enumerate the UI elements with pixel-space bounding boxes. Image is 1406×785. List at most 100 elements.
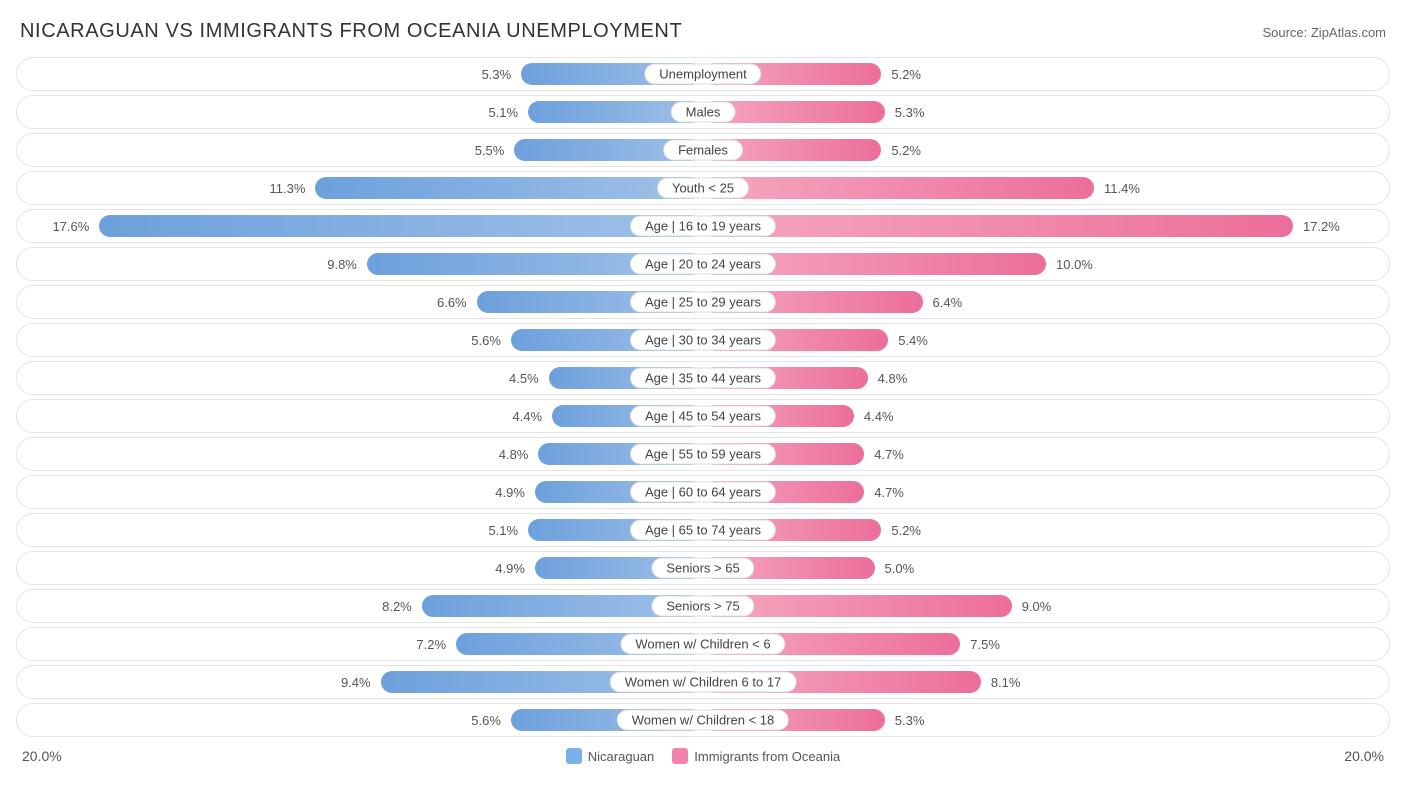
chart-row: 7.2%7.5%Women w/ Children < 6 xyxy=(16,627,1390,661)
value-right: 4.4% xyxy=(854,409,904,424)
value-left: 11.3% xyxy=(260,181,316,196)
value-left: 4.8% xyxy=(489,447,539,462)
row-right-half: 5.4% xyxy=(703,324,1389,356)
value-right: 8.1% xyxy=(981,675,1031,690)
category-label: Age | 16 to 19 years xyxy=(630,216,776,237)
value-left: 5.6% xyxy=(461,333,511,348)
row-left-half: 5.6% xyxy=(17,324,703,356)
row-left-half: 11.3% xyxy=(17,172,703,204)
chart-row: 4.9% 4.7% Age | 60 to 64 years xyxy=(16,475,1390,509)
chart-row: 5.6%5.4%Age | 30 to 34 years xyxy=(16,323,1390,357)
row-right-half: 11.4% xyxy=(703,172,1389,204)
value-right: 5.2% xyxy=(881,67,931,82)
value-right: 7.5% xyxy=(960,637,1010,652)
category-label: Age | 55 to 59 years xyxy=(630,444,776,465)
row-left-half: 5.3% xyxy=(17,58,703,90)
chart-footer: 20.0% Nicaraguan Immigrants from Oceania… xyxy=(16,743,1390,769)
value-right: 9.0% xyxy=(1012,599,1062,614)
row-left-half: 9.4% xyxy=(17,666,703,698)
row-left-half: 7.2% xyxy=(17,628,703,660)
chart-title: NICARAGUAN VS IMMIGRANTS FROM OCEANIA UN… xyxy=(20,20,682,43)
value-left: 4.9% xyxy=(485,485,535,500)
value-left: 5.3% xyxy=(472,67,522,82)
value-right: 4.7% xyxy=(864,447,914,462)
bar-left xyxy=(315,177,703,199)
chart-row: 4.8% 4.7% Age | 55 to 59 years xyxy=(16,437,1390,471)
value-right: 4.8% xyxy=(868,371,918,386)
value-right: 5.2% xyxy=(881,523,931,538)
chart-row: 9.4%8.1%Women w/ Children 6 to 17 xyxy=(16,665,1390,699)
row-left-half: 4.4% xyxy=(17,400,703,432)
category-label: Age | 35 to 44 years xyxy=(630,368,776,389)
chart-row: 5.1% 5.2% Age | 65 to 74 years xyxy=(16,513,1390,547)
row-left-half: 4.9% xyxy=(17,552,703,584)
value-left: 4.9% xyxy=(485,561,535,576)
row-left-half: 8.2% xyxy=(17,590,703,622)
value-left: 5.1% xyxy=(478,523,528,538)
row-left-half: 4.8% xyxy=(17,438,703,470)
row-right-half: 8.1% xyxy=(703,666,1389,698)
chart-row: 5.5% 5.2% Females xyxy=(16,133,1390,167)
row-right-half: 9.0% xyxy=(703,590,1389,622)
legend: Nicaraguan Immigrants from Oceania xyxy=(566,748,840,764)
value-left: 6.6% xyxy=(427,295,477,310)
bar-right xyxy=(703,177,1094,199)
chart-header: NICARAGUAN VS IMMIGRANTS FROM OCEANIA UN… xyxy=(16,20,1390,43)
category-label: Age | 60 to 64 years xyxy=(630,482,776,503)
row-right-half: 5.2% xyxy=(703,58,1389,90)
value-right: 5.4% xyxy=(888,333,938,348)
chart-row: 17.6% 17.2% Age | 16 to 19 years xyxy=(16,209,1390,243)
category-label: Women w/ Children < 18 xyxy=(617,710,789,731)
row-right-half: 5.0% xyxy=(703,552,1389,584)
category-label: Age | 20 to 24 years xyxy=(630,254,776,275)
value-left: 5.1% xyxy=(478,105,528,120)
row-left-half: 5.1% xyxy=(17,514,703,546)
category-label: Unemployment xyxy=(644,64,761,85)
value-right: 10.0% xyxy=(1046,257,1103,272)
row-left-half: 5.1% xyxy=(17,96,703,128)
value-right: 17.2% xyxy=(1293,219,1350,234)
chart-source: Source: ZipAtlas.com xyxy=(1262,25,1386,40)
value-left: 4.4% xyxy=(502,409,552,424)
value-left: 7.2% xyxy=(406,637,456,652)
legend-swatch-right xyxy=(672,748,688,764)
value-left: 9.8% xyxy=(317,257,367,272)
chart-row: 6.6%6.4%Age | 25 to 29 years xyxy=(16,285,1390,319)
category-label: Seniors > 75 xyxy=(651,596,754,617)
row-right-half: 10.0% xyxy=(703,248,1389,280)
category-label: Males xyxy=(671,102,736,123)
value-right: 5.3% xyxy=(885,713,935,728)
value-left: 5.5% xyxy=(465,143,515,158)
category-label: Age | 65 to 74 years xyxy=(630,520,776,541)
row-right-half: 17.2% xyxy=(703,210,1389,242)
row-right-half: 5.3% xyxy=(703,96,1389,128)
value-right: 5.2% xyxy=(881,143,931,158)
category-label: Seniors > 65 xyxy=(651,558,754,579)
row-left-half: 5.6% xyxy=(17,704,703,736)
row-right-half: 4.4% xyxy=(703,400,1389,432)
row-left-half: 17.6% xyxy=(17,210,703,242)
value-right: 5.3% xyxy=(885,105,935,120)
legend-item-left: Nicaraguan xyxy=(566,748,655,764)
chart-row: 5.1% 5.3% Males xyxy=(16,95,1390,129)
value-right: 6.4% xyxy=(923,295,973,310)
value-right: 11.4% xyxy=(1094,181,1150,196)
value-left: 17.6% xyxy=(42,219,99,234)
row-right-half: 4.7% xyxy=(703,476,1389,508)
row-left-half: 6.6% xyxy=(17,286,703,318)
chart-row: 4.4%4.4%Age | 45 to 54 years xyxy=(16,399,1390,433)
value-left: 9.4% xyxy=(331,675,381,690)
chart-row: 5.6% 5.3% Women w/ Children < 18 xyxy=(16,703,1390,737)
value-right: 5.0% xyxy=(875,561,925,576)
value-right: 4.7% xyxy=(864,485,914,500)
category-label: Females xyxy=(663,140,743,161)
legend-item-right: Immigrants from Oceania xyxy=(672,748,840,764)
row-left-half: 9.8% xyxy=(17,248,703,280)
legend-swatch-left xyxy=(566,748,582,764)
row-left-half: 5.5% xyxy=(17,134,703,166)
row-right-half: 7.5% xyxy=(703,628,1389,660)
bar-right xyxy=(703,215,1293,237)
value-left: 5.6% xyxy=(461,713,511,728)
legend-label-left: Nicaraguan xyxy=(588,749,655,764)
diverging-bar-chart: 5.3% 5.2% Unemployment 5.1% 5.3% Males 5.5% 5.2… xyxy=(16,57,1390,737)
